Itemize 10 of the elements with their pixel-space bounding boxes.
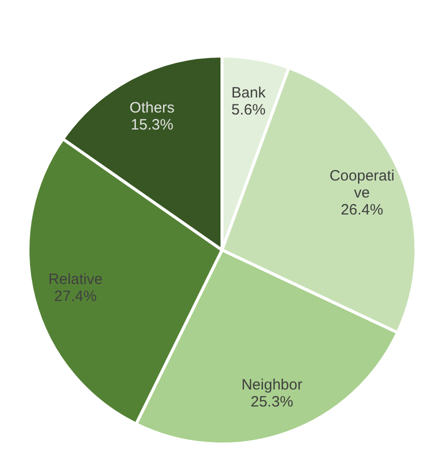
slice-label: Relative [48, 270, 103, 288]
data-label: 25.3% [250, 392, 294, 410]
data-label: 26.4% [340, 201, 384, 218]
slice-label: Bank [231, 84, 266, 102]
data-label: 27.4% [54, 288, 97, 305]
slice-label: Neighbor [241, 376, 302, 393]
slice-label: Others [130, 98, 175, 116]
data-label: 5.6% [231, 101, 266, 118]
slice-label: Cooperative [329, 167, 395, 202]
data-label: 15.3% [130, 116, 174, 133]
